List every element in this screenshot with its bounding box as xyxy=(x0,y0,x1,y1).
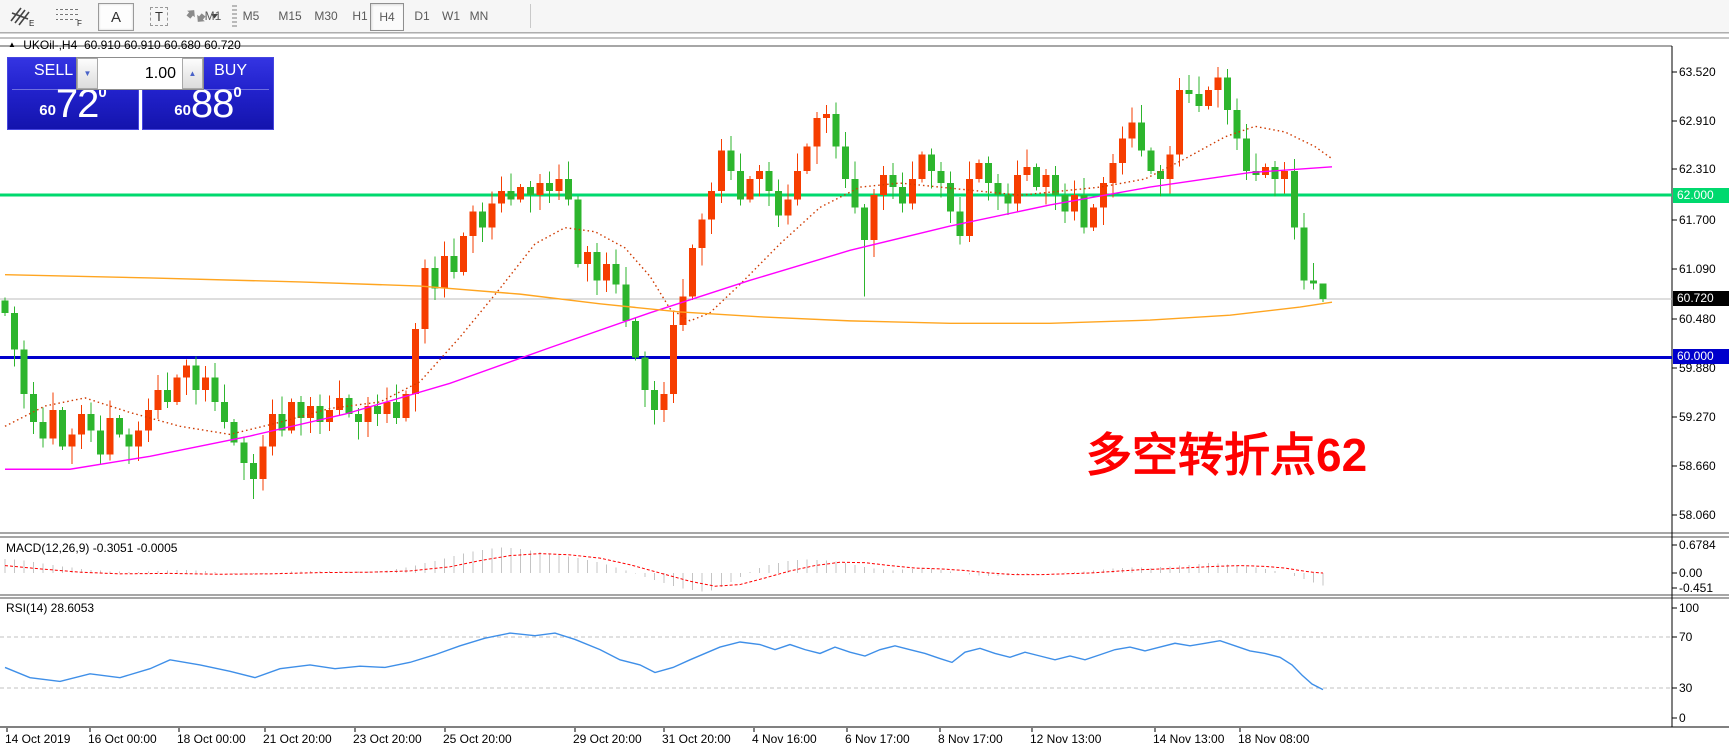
text-label-tool-button[interactable]: T xyxy=(142,3,176,29)
sell-button[interactable]: SELL xyxy=(34,62,74,79)
price-axis-label: 62.310 xyxy=(1679,162,1716,176)
time-axis-label: 4 Nov 16:00 xyxy=(752,732,817,746)
indicator-arrows-tool-button[interactable] xyxy=(180,3,224,29)
macd-axis-label: 0.00 xyxy=(1679,566,1703,580)
dotted-grid-icon: F xyxy=(56,9,82,27)
rsi-axis-label: 0 xyxy=(1679,711,1686,725)
collapse-triangle-icon[interactable]: ▲ xyxy=(8,40,16,49)
price-axis-label: 58.660 xyxy=(1679,459,1716,473)
chart-pattern-tool-button[interactable]: E xyxy=(5,3,41,29)
price-axis-label: 58.060 xyxy=(1679,508,1716,522)
time-axis-label: 14 Oct 2019 xyxy=(5,732,71,746)
timeframe-h4[interactable]: H4 xyxy=(370,3,404,31)
text-tool-icon: T xyxy=(150,6,168,26)
price-axis-label: 61.090 xyxy=(1679,262,1716,276)
price-axis-label: 63.520 xyxy=(1679,65,1716,79)
timeframe-m1[interactable]: M1 xyxy=(204,9,222,23)
time-axis-label: 31 Oct 20:00 xyxy=(662,732,731,746)
arrow-text-tool-button[interactable]: A xyxy=(98,3,134,31)
svg-text:E: E xyxy=(29,19,34,27)
arrows-dropdown-icon xyxy=(186,10,218,22)
buy-price-sup: 0 xyxy=(233,84,242,101)
time-axis-strip xyxy=(0,727,1729,750)
time-axis-label: 16 Oct 00:00 xyxy=(88,732,157,746)
divider xyxy=(147,89,269,90)
timeframe-w1[interactable]: W1 xyxy=(442,9,460,23)
price-axis-label: 59.270 xyxy=(1679,410,1716,424)
one-click-trading-panel: SELL 60720 BUY 60880 ▼ ▲ xyxy=(7,57,274,130)
price-badge-60.720: 60.720 xyxy=(1673,291,1729,306)
price-axis-label: 61.700 xyxy=(1679,213,1716,227)
time-axis-label: 29 Oct 20:00 xyxy=(573,732,642,746)
time-axis-label: 18 Nov 08:00 xyxy=(1238,732,1310,746)
timeframe-m30[interactable]: M30 xyxy=(314,9,338,23)
time-axis-label: 8 Nov 17:00 xyxy=(938,732,1003,746)
timeframe-mn[interactable]: MN xyxy=(469,9,489,23)
letter-a-icon: A xyxy=(110,8,121,26)
rsi-axis-label: 70 xyxy=(1679,630,1693,644)
buy-price: 60880 xyxy=(143,82,273,127)
fibo-grid-tool-button[interactable]: F xyxy=(52,3,88,29)
volume-input[interactable] xyxy=(98,58,182,89)
chart-annotation-text: 多空转折点62 xyxy=(1086,429,1368,481)
rsi-panel[interactable] xyxy=(0,598,1729,726)
price-badge-60.000: 60.000 xyxy=(1673,349,1729,364)
sell-price-prefix: 60 xyxy=(39,102,56,119)
rsi-axis-label: 30 xyxy=(1679,681,1693,695)
price-axis-label: 59.880 xyxy=(1679,361,1716,375)
toolbar-drag-handle[interactable] xyxy=(232,5,237,27)
time-axis-label: 12 Nov 13:00 xyxy=(1030,732,1102,746)
time-axis-label: 23 Oct 20:00 xyxy=(353,732,422,746)
timeframe-m5[interactable]: M5 xyxy=(242,9,260,23)
volume-increase-button[interactable]: ▲ xyxy=(182,58,203,89)
time-axis-label: 14 Nov 13:00 xyxy=(1153,732,1225,746)
timeframe-m15[interactable]: M15 xyxy=(278,9,302,23)
toolbar-separator xyxy=(530,4,531,28)
price-badge-62.000: 62.000 xyxy=(1673,188,1729,203)
timeframe-d1[interactable]: D1 xyxy=(414,9,430,23)
volume-spinner: ▼ ▲ xyxy=(76,57,204,90)
macd-axis-label: -0.451 xyxy=(1679,581,1714,595)
toolbar: E F A T xyxy=(0,0,1729,33)
ohlc-values: 60.910 60.910 60.680 60.720 xyxy=(83,38,241,52)
rsi-axis-label: 100 xyxy=(1679,601,1700,615)
rsi-label: RSI(14) 28.6053 xyxy=(6,601,95,615)
macd-label: MACD(12,26,9) -0.3051 -0.0005 xyxy=(6,541,178,555)
price-axis-label: 60.480 xyxy=(1679,312,1716,326)
volume-decrease-button[interactable]: ▼ xyxy=(77,58,98,89)
price-axis-label: 62.910 xyxy=(1679,114,1716,128)
sell-price-sup: 0 xyxy=(98,84,107,101)
time-axis-label: 18 Oct 00:00 xyxy=(177,732,246,746)
time-axis-label: 25 Oct 20:00 xyxy=(443,732,512,746)
hatch-lines-icon: E xyxy=(10,7,34,27)
buy-button[interactable]: BUY xyxy=(214,62,247,79)
symbol-period: UKOil-,H4 xyxy=(23,38,78,52)
chart-header: ▲ UKOil-,H4 60.910 60.910 60.680 60.720 xyxy=(8,38,241,52)
buy-price-prefix: 60 xyxy=(174,102,191,119)
timeframe-h1[interactable]: H1 xyxy=(352,9,368,23)
divider xyxy=(12,89,134,90)
time-axis-label: 21 Oct 20:00 xyxy=(263,732,332,746)
time-axis-label: 6 Nov 17:00 xyxy=(845,732,910,746)
macd-panel[interactable] xyxy=(0,538,1729,595)
macd-axis-label: 0.6784 xyxy=(1679,538,1716,552)
svg-text:F: F xyxy=(77,19,82,27)
